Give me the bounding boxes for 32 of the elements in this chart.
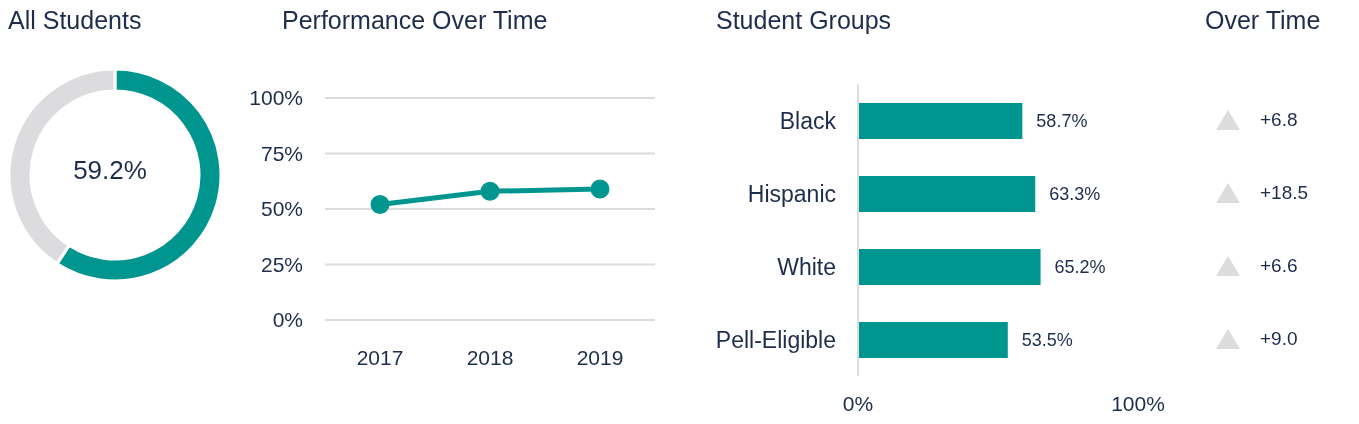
chart-title: Student Groups: [716, 6, 892, 35]
point: [590, 179, 610, 199]
data-label: 58.7%: [1036, 111, 1088, 132]
bar: [858, 322, 1008, 358]
y-tick-label: Black: [779, 107, 837, 134]
text: +9.0: [1260, 328, 1298, 350]
data-label: 53.5%: [1021, 330, 1073, 351]
text: +18.5: [1260, 182, 1309, 204]
data-label: 65.2%: [1054, 257, 1106, 278]
bar: [858, 103, 1023, 139]
x-tick-label: 2019: [576, 345, 624, 369]
y-tick-label: White: [777, 253, 836, 280]
text: +6.8: [1260, 109, 1298, 131]
y-tick-label: 100%: [249, 86, 303, 110]
data-label: 63.3%: [1049, 184, 1101, 205]
y-tick-label: 0%: [272, 308, 303, 332]
y-tick-label: 50%: [260, 197, 303, 221]
text: 59.2%: [73, 155, 147, 185]
y-tick-label: 25%: [260, 252, 303, 276]
bar: [858, 176, 1036, 212]
y-tick-label: 75%: [260, 141, 303, 165]
x-tick-label: 2018: [466, 345, 514, 369]
y-tick-label: Hispanic: [747, 180, 836, 207]
point: [480, 181, 500, 201]
text: +6.6: [1260, 255, 1298, 277]
x-tick-label: 2017: [356, 345, 404, 369]
chart-title: Performance Over Time: [282, 6, 548, 35]
bar: [858, 249, 1041, 285]
text: Over Time: [1205, 6, 1321, 35]
point: [370, 195, 390, 215]
chart-title: All Students: [8, 6, 142, 35]
y-tick-label: Pell-Eligible: [715, 326, 836, 353]
